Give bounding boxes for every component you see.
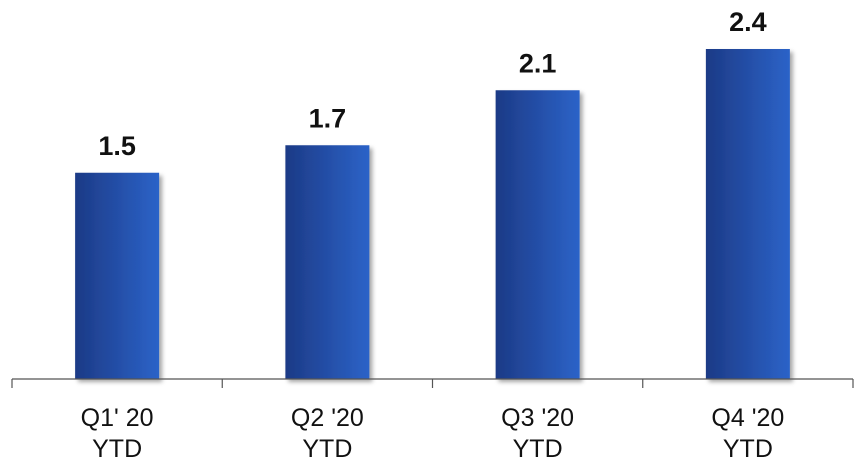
bar-2 (285, 145, 370, 379)
bar-4 (705, 49, 790, 379)
bars (75, 49, 790, 379)
category-label-line: Q4 '20 (711, 404, 784, 432)
category-label-line: YTD (723, 435, 773, 463)
bar-1 (75, 172, 160, 379)
x-axis-ticks (11, 379, 854, 388)
data-label-4: 2.4 (729, 7, 767, 37)
category-label-line: YTD (302, 435, 352, 463)
category-labels: Q1' 20 YTD Q2 '20 YTD Q3 '20 YTD Q4 '20 YTD (81, 404, 785, 463)
data-label-1: 1.5 (98, 131, 136, 161)
category-label-line: Q1' 20 (81, 404, 154, 432)
category-label-line: YTD (92, 435, 142, 463)
bar-3 (495, 90, 580, 379)
category-label-2: Q2 '20 YTD (291, 404, 364, 463)
category-label-1: Q1' 20 YTD (81, 404, 154, 463)
data-label-3: 2.1 (519, 48, 557, 78)
value-labels: 1.5 1.7 2.1 2.4 (98, 7, 766, 161)
data-label-2: 1.7 (309, 103, 347, 133)
category-label-3: Q3 '20 YTD (501, 404, 574, 463)
category-label-line: YTD (513, 435, 563, 463)
category-label-line: Q2 '20 (291, 404, 364, 432)
category-label-line: Q3 '20 (501, 404, 574, 432)
category-label-4: Q4 '20 YTD (711, 404, 784, 463)
